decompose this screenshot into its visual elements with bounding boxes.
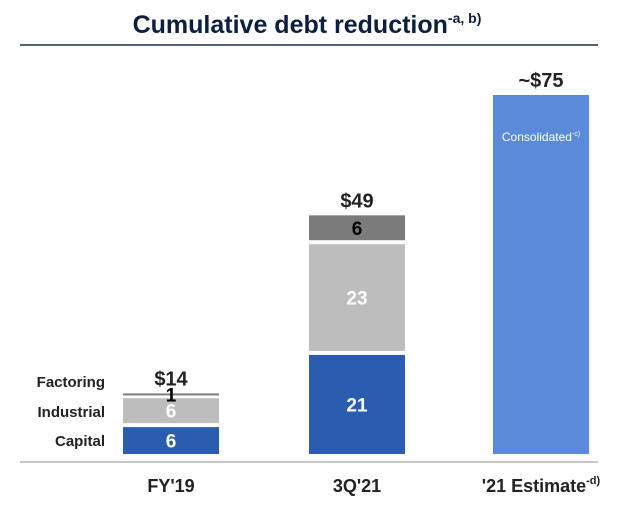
bar-factoring-fy-19 [123, 393, 219, 396]
bar-label-capital-fy-19: 6 [166, 432, 177, 453]
x-tick-label-3q-21: 3Q'21 [333, 476, 381, 496]
labels-layer: 661$14FY'1921236$493Q'21Consolidated-c)~… [37, 70, 601, 496]
chart-title-superscript: -a, b) [448, 10, 481, 26]
side-label-industrial: Industrial [37, 404, 105, 421]
bar-consolidated-21-estimate [493, 95, 589, 454]
x-tick-label-fy-19: FY'19 [147, 476, 194, 496]
bar-label-industrial-fy-19: 6 [166, 402, 177, 423]
bar-label-consolidated: Consolidated-c) [502, 130, 580, 144]
total-label-21-estimate: ~$75 [518, 70, 563, 92]
bar-industrial-fy-19 [123, 398, 219, 424]
bar-industrial-3q-21 [309, 244, 405, 351]
bar-label-factoring-fy-19: 1 [166, 385, 177, 406]
side-label-factoring: Factoring [37, 374, 105, 391]
bar-label-industrial-3q-21: 23 [346, 289, 367, 310]
chart-title-text: Cumulative debt reduction [133, 11, 448, 39]
side-label-capital: Capital [55, 433, 105, 450]
bar-label-capital-3q-21: 21 [346, 395, 368, 416]
bar-capital-3q-21 [309, 354, 405, 454]
total-label-fy-19: $14 [154, 368, 188, 390]
bars-layer [123, 95, 589, 454]
x-tick-label-21-estimate: '21 Estimate-d) [482, 475, 601, 496]
total-label-3q-21: $49 [340, 190, 373, 212]
bar-factoring-3q-21 [309, 215, 405, 241]
bar-capital-fy-19 [123, 427, 219, 454]
chart-title: Cumulative debt reduction-a, b) [133, 10, 482, 39]
bar-label-factoring-3q-21: 6 [352, 219, 363, 240]
